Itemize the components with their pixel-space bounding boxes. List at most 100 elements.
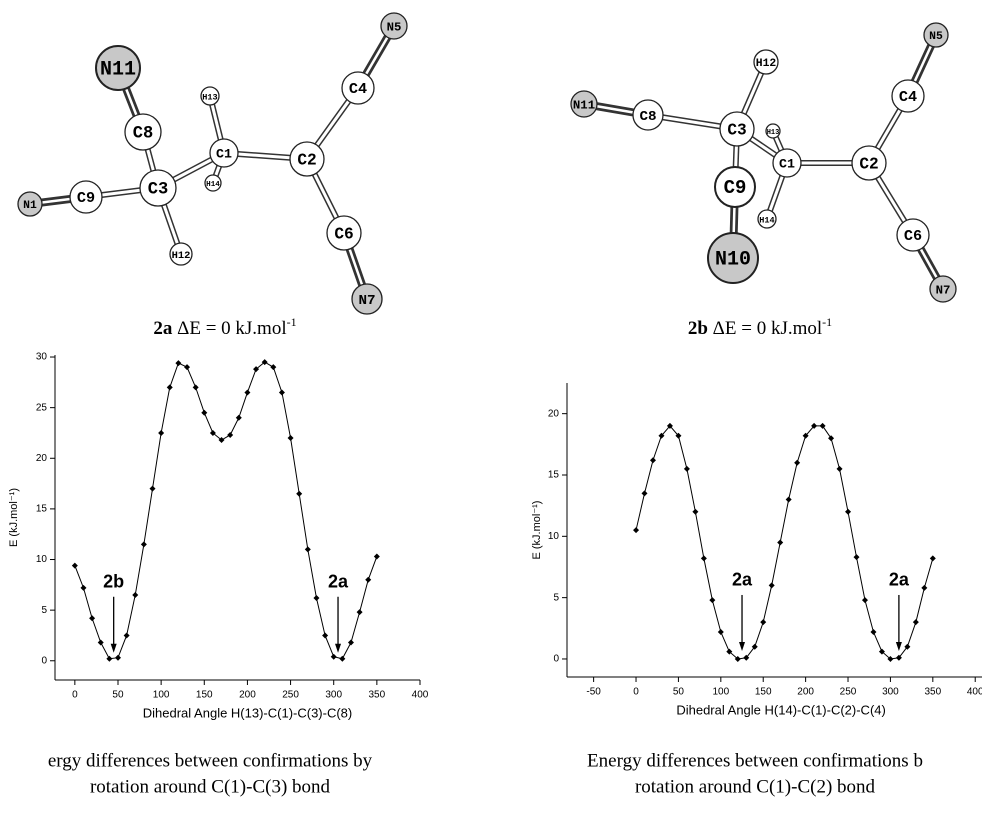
caption-text: ΔE = 0 kJ.mol	[708, 318, 822, 339]
x-tick-label: 350	[369, 690, 386, 701]
data-line	[636, 426, 933, 659]
y-tick-label: 5	[553, 592, 559, 603]
y-tick-label: 20	[548, 408, 560, 419]
atom-label: H13	[767, 129, 780, 137]
data-point	[270, 364, 276, 370]
x-tick-label: 100	[712, 687, 729, 698]
caption-text: ΔE = 0 kJ.mol	[172, 318, 286, 339]
atom-label: N11	[100, 58, 136, 81]
data-point	[201, 410, 207, 416]
data-point	[769, 582, 775, 588]
y-tick-label: 0	[41, 655, 47, 666]
annotation: 2a	[328, 572, 349, 592]
data-point	[296, 491, 302, 497]
data-point	[650, 457, 656, 463]
data-point	[244, 389, 250, 395]
data-point	[72, 563, 78, 569]
arrow-head	[111, 644, 117, 653]
atom-label: C9	[724, 177, 747, 199]
data-point	[777, 539, 783, 545]
data-point	[279, 389, 285, 395]
data-line	[75, 362, 377, 659]
atom-label: C8	[639, 109, 656, 125]
atom-label: H12	[756, 58, 777, 70]
x-tick-label: 150	[755, 687, 772, 698]
atom-label: C8	[133, 125, 154, 144]
data-point	[158, 430, 164, 436]
y-tick-label: 10	[36, 554, 48, 565]
chart-caption: Energy differences between confirmations…	[587, 750, 923, 771]
caption-sup: -1	[822, 315, 832, 329]
x-tick-label: 300	[325, 690, 342, 701]
y-axis-label: E (kJ.mol⁻¹)	[8, 488, 20, 547]
data-point	[828, 435, 834, 441]
atom-label: H12	[172, 250, 191, 262]
data-point	[633, 527, 639, 533]
arrow-head	[739, 642, 745, 651]
atom-label: C9	[77, 189, 95, 207]
annotation: 2a	[889, 570, 910, 590]
atom-label: N5	[929, 31, 943, 43]
atom-label: H14	[759, 215, 774, 225]
data-point	[718, 629, 724, 635]
data-point	[236, 415, 242, 421]
data-point	[820, 423, 826, 429]
data-point	[175, 360, 181, 366]
data-point	[106, 656, 112, 662]
data-point	[339, 656, 345, 662]
data-point	[141, 541, 147, 547]
atom-label: C2	[297, 151, 316, 169]
data-point	[124, 632, 130, 638]
chart-caption: rotation around C(1)-C(2) bond	[635, 776, 876, 797]
arrow-head	[896, 642, 902, 651]
x-tick-label: 250	[840, 687, 857, 698]
data-point	[837, 466, 843, 472]
atom-label: N10	[715, 248, 751, 271]
data-point	[921, 585, 927, 591]
atom-label: C6	[334, 225, 353, 243]
data-point	[193, 384, 199, 390]
data-point	[150, 486, 156, 492]
x-tick-label: 0	[72, 690, 78, 701]
atom-label: N7	[936, 283, 951, 297]
y-tick-label: 0	[553, 654, 559, 665]
chart-caption: rotation around C(1)-C(3) bond	[90, 776, 331, 797]
annotation: 2a	[732, 570, 753, 590]
x-tick-label: 150	[196, 690, 213, 701]
x-tick-label: 400	[412, 690, 429, 701]
figure: N11C8H13C1C2C4N5N1C9C3H14H12C6N72a ΔE = …	[0, 0, 982, 829]
x-tick-label: 350	[924, 687, 941, 698]
caption-sup: -1	[287, 315, 297, 329]
atom-label: C4	[899, 88, 917, 106]
y-tick-label: 30	[36, 352, 48, 363]
data-point	[288, 435, 294, 441]
data-point	[862, 597, 868, 603]
data-point	[98, 640, 104, 646]
y-tick-label: 15	[36, 504, 48, 515]
data-point	[930, 555, 936, 561]
data-point	[684, 466, 690, 472]
x-tick-label: 200	[239, 690, 256, 701]
data-point	[357, 609, 363, 615]
atom-label: C3	[727, 121, 746, 139]
x-tick-label: 250	[282, 690, 299, 701]
y-tick-label: 15	[548, 470, 560, 481]
x-tick-label: 400	[967, 687, 982, 698]
data-point	[167, 384, 173, 390]
x-tick-label: 50	[673, 687, 685, 698]
data-point	[786, 497, 792, 503]
data-point	[132, 592, 138, 598]
data-point	[870, 629, 876, 635]
data-point	[913, 619, 919, 625]
x-tick-label: 200	[797, 687, 814, 698]
data-point	[322, 632, 328, 638]
x-tick-label: 50	[112, 690, 124, 701]
caption-label: 2b	[688, 318, 708, 339]
atom-label: H13	[202, 92, 217, 102]
data-point	[227, 432, 233, 438]
atom-label: N5	[387, 20, 402, 34]
y-tick-label: 10	[548, 531, 560, 542]
y-tick-label: 5	[41, 605, 47, 616]
